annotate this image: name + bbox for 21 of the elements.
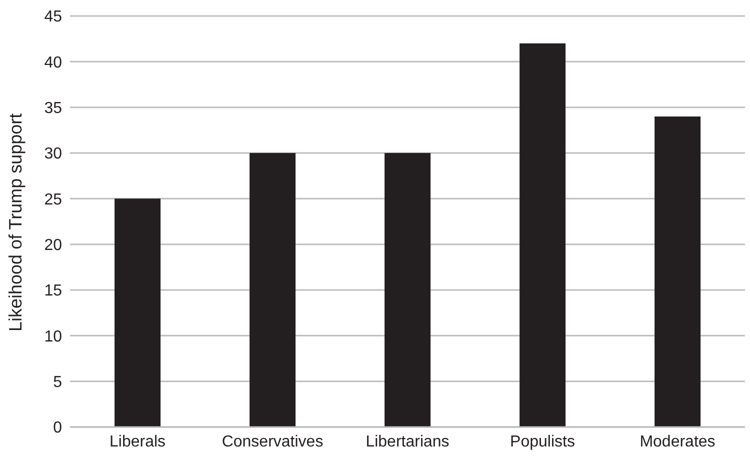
y-tick-label: 15 [44,282,62,300]
bar [114,198,161,427]
y-tick-label: 25 [44,191,62,208]
y-axis-title: Likeihood of Trump support [5,113,26,332]
x-tick-label: Libertarians [366,433,450,450]
x-tick-label: Conservatives [222,433,324,450]
x-tick-label: Moderates [640,433,716,450]
y-tick-label: 20 [44,237,62,254]
y-tick-label: 40 [44,54,62,72]
y-tick-label: 10 [44,328,62,346]
bar [520,43,566,427]
y-tick-label: 45 [44,8,62,26]
y-tick-label: 5 [53,374,62,392]
bar [384,153,431,427]
y-tick-label: 0 [53,420,62,437]
bar [250,153,296,427]
bar [654,116,701,427]
x-tick-label: Populists [510,433,575,450]
x-tick-label: Liberals [109,433,166,450]
y-tick-label: 35 [44,100,62,118]
y-tick-label: 30 [44,146,62,163]
